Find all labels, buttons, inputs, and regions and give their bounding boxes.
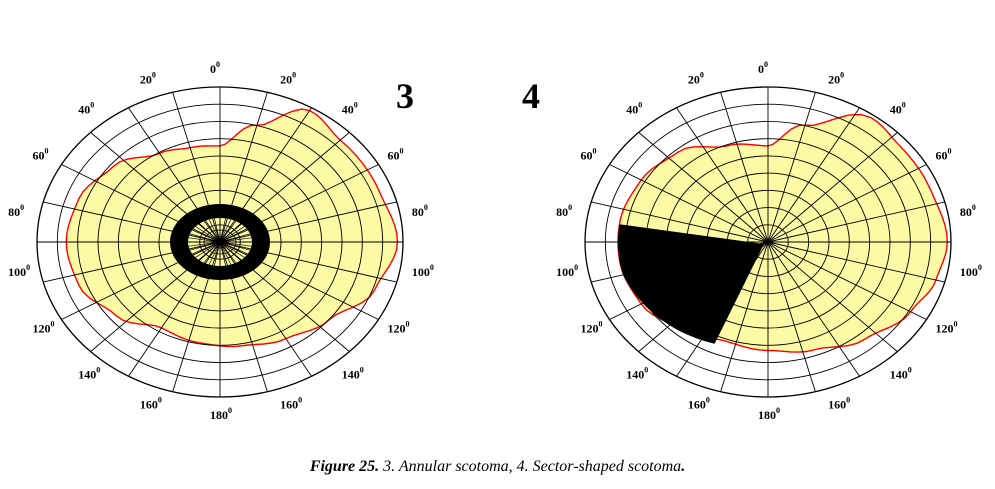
meridian-line	[676, 107, 769, 243]
angle-label: 00	[758, 60, 768, 76]
meridian-line	[767, 241, 945, 283]
angle-label: 800	[960, 203, 976, 219]
perimetry-chart-annular: 00 200 200 400 400 600 600 800 800 1000 1000 1200 12…	[8, 60, 434, 422]
central-spokes	[188, 218, 252, 266]
meridian-line	[720, 241, 769, 392]
meridian-line	[767, 92, 816, 243]
angle-label: 1600	[280, 396, 302, 412]
meridian-line	[638, 132, 769, 243]
meridian-line	[767, 132, 898, 243]
meridian-line	[219, 241, 379, 320]
angle-label: 1400	[626, 366, 648, 382]
meridian-line	[219, 201, 397, 243]
annular-scotoma	[170, 204, 270, 280]
angle-label: 200	[688, 70, 704, 86]
meridian-line	[767, 241, 898, 352]
meridian-line	[767, 164, 927, 243]
angle-label: 400	[626, 101, 642, 117]
meridian-line	[219, 164, 379, 243]
angle-label: 600	[388, 147, 404, 163]
angle-label: 400	[342, 101, 358, 117]
inner-ring	[203, 229, 237, 255]
angle-label: 200	[280, 70, 296, 86]
meridian-line	[219, 241, 397, 283]
angle-label: 1400	[890, 366, 912, 382]
angle-label: 1200	[581, 320, 603, 336]
meridian-line	[609, 164, 769, 243]
angle-label: 1600	[688, 396, 710, 412]
angle-label: 00	[210, 60, 220, 76]
angle-label: 1000	[960, 263, 982, 279]
figure-caption: Figure 25. 3. Annular scotoma, 4. Sector…	[309, 458, 686, 475]
angle-label: 800	[556, 203, 572, 219]
panel-number-3: 3	[396, 76, 414, 116]
angle-label: 1400	[342, 366, 364, 382]
angle-label: 1000	[556, 263, 578, 279]
angle-label: 800	[8, 203, 24, 219]
angle-label: 1200	[936, 320, 958, 336]
meridian-line	[43, 201, 221, 243]
angle-label: 1400	[78, 366, 100, 382]
angle-labels: 00 200 200 400 400 600 600 800 800 1000 1000 1200 12…	[8, 60, 434, 422]
angle-label: 1000	[8, 263, 30, 279]
sector-scotoma	[617, 224, 764, 344]
perimetry-chart-sector: 00 200 200 400 400 600 600 800 800 1000 1000 1200 12…	[522, 60, 982, 422]
meridian-line	[767, 201, 945, 243]
caption-end: .	[681, 458, 686, 475]
angle-label: 1800	[210, 406, 232, 422]
angle-label: 1200	[388, 320, 410, 336]
caption-text: 3. Annular scotoma, 4. Sector-shaped sco…	[383, 458, 682, 475]
angle-label: 1800	[758, 406, 780, 422]
meridian-line	[767, 241, 816, 392]
meridian-line	[61, 164, 221, 243]
angle-labels: 00 200 200 400 400 600 600 800 800 1000 1000 1200 12…	[556, 60, 982, 422]
angle-label: 400	[78, 101, 94, 117]
caption-label: Figure 25	[309, 458, 376, 475]
meridian-line	[720, 92, 769, 243]
angle-label: 1600	[828, 396, 850, 412]
meridian-line	[43, 241, 221, 283]
meridian-line	[767, 107, 860, 243]
angle-label: 800	[412, 203, 428, 219]
meridian-line	[767, 241, 860, 377]
angle-label: 200	[828, 70, 844, 86]
angle-label: 600	[581, 147, 597, 163]
meridian-line	[591, 201, 769, 243]
angle-label: 600	[33, 147, 49, 163]
panel-number-4: 4	[522, 76, 540, 116]
angle-label: 1000	[412, 263, 434, 279]
inner-ring	[211, 235, 229, 249]
angle-label: 400	[890, 101, 906, 117]
meridian-line	[767, 241, 927, 320]
angle-label: 1200	[33, 320, 55, 336]
annular-scotoma-ring	[170, 204, 270, 280]
meridian-line	[61, 241, 221, 320]
angle-label: 1600	[140, 396, 162, 412]
angle-label: 600	[936, 147, 952, 163]
angle-label: 200	[140, 70, 156, 86]
